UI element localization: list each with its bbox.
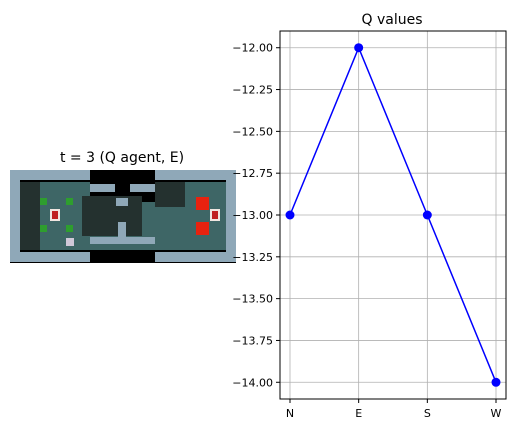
data-point — [422, 210, 432, 220]
dark-floor-b — [82, 196, 142, 236]
plant-1 — [40, 198, 47, 205]
x-tick-label: N — [286, 407, 294, 420]
chart-title: Q values — [361, 12, 422, 28]
y-tick-label: −13.25 — [232, 251, 273, 264]
inner-wall-5 — [90, 237, 155, 244]
y-tick-label: −13.50 — [232, 293, 273, 306]
y-axis-ticks: −12.00 −12.25 −12.50 −12.75 −13.00 −13.25 −13.… — [232, 42, 280, 389]
x-tick-label: S — [424, 407, 431, 420]
wall-right — [226, 170, 236, 262]
y-tick-label: −13.00 — [232, 209, 273, 222]
wall-top-left — [10, 170, 90, 180]
y-tick-label: −12.75 — [232, 167, 273, 180]
data-point — [285, 210, 295, 220]
y-tick-label: −14.00 — [232, 376, 273, 389]
env-panel-title: t = 3 (Q agent, E) — [60, 150, 184, 166]
goal-icon-core — [212, 211, 218, 219]
wall-top-right — [155, 170, 236, 180]
y-tick-label: −12.00 — [232, 42, 273, 55]
y-tick-label: −13.75 — [232, 334, 273, 347]
data-point — [354, 43, 364, 53]
lava-top — [196, 197, 209, 210]
inner-wall-3 — [116, 198, 128, 206]
inner-wall-1 — [90, 184, 115, 192]
dark-floor-c — [155, 182, 185, 207]
y-tick-label: −12.50 — [232, 125, 273, 138]
agent-icon-core — [52, 211, 58, 219]
wall-bottom-left — [10, 252, 90, 262]
inner-wall-4 — [118, 222, 126, 240]
gridworld-image — [10, 170, 236, 263]
inner-wall-2 — [130, 184, 155, 192]
y-tick-label: −12.25 — [232, 84, 273, 97]
x-tick-label: W — [491, 407, 502, 420]
plant-3 — [66, 198, 73, 205]
dark-floor-a — [20, 182, 40, 250]
x-tick-label: E — [355, 407, 362, 420]
lava-bottom — [196, 222, 209, 235]
plant-4 — [66, 225, 73, 232]
data-point — [491, 377, 501, 387]
chart-gridlines — [280, 31, 506, 399]
wall-bottom-right — [155, 252, 236, 262]
q-values-line — [289, 45, 497, 383]
other-agent-icon — [66, 238, 74, 246]
plant-2 — [40, 225, 47, 232]
wall-left — [10, 170, 20, 262]
q-values-markers — [285, 43, 501, 387]
